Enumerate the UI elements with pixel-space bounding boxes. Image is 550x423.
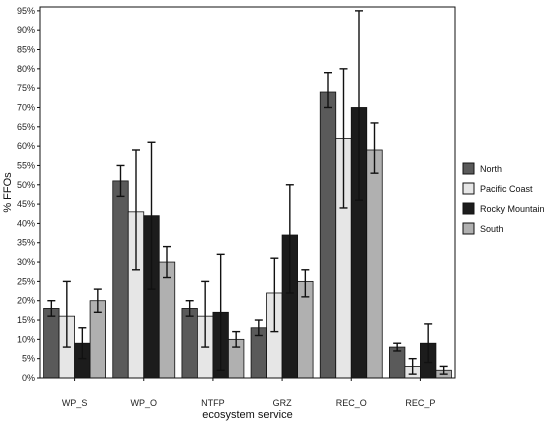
legend-label: Pacific Coast [480,184,533,194]
legend: North Pacific Coast Rocky Mountain South [462,162,545,235]
error-bars-layer [47,10,448,375]
y-axis-title: % FFOs [2,172,14,213]
x-tick-label: GRZ [273,398,293,408]
y-tick-label: 30% [17,257,35,267]
y-tick-label: 0% [22,373,35,383]
y-tick-label: 55% [17,160,35,170]
x-axis-title: ecosystem service [202,409,292,421]
bar [319,91,337,379]
y-tick-label: 65% [17,122,35,132]
y-tick-label: 80% [17,64,35,74]
y-tick-label: 50% [17,180,35,190]
y-tick-label: 20% [17,296,35,306]
y-tick-label: 90% [17,25,35,35]
y-tick-label: 40% [17,218,35,228]
y-tick-label: 85% [17,45,35,55]
bar [181,308,198,379]
y-tick-label: 70% [17,102,35,112]
y-tick-label: 75% [17,83,35,93]
bar [158,261,176,379]
bar [112,180,129,379]
bar [366,149,383,379]
x-tick-label: WP_S [62,398,88,408]
legend-label: South [480,224,504,234]
y-tick-label: 25% [17,276,35,286]
y-tick-label: 95% [17,6,35,16]
y-tick-label: 15% [17,315,35,325]
legend-label: North [480,164,502,174]
legend-swatch [462,202,475,215]
legend-swatch [462,162,475,175]
bars-layer [43,91,452,379]
legend-swatch [462,182,475,195]
bar [389,346,406,379]
x-tick-label: REC_P [405,398,435,408]
plot-panel-border [39,6,456,379]
x-tick-label: NTFP [201,398,225,408]
y-tick-label: 60% [17,141,35,151]
y-tick-label: 10% [17,334,35,344]
x-axis-ticks: WP_S WP_O NTFP GRZ REC_O REC_P [62,378,435,408]
y-tick-label: 45% [17,199,35,209]
y-tick-label: 35% [17,238,35,248]
legend-swatch [462,222,475,235]
bar [43,308,60,379]
y-tick-label: 5% [22,354,35,364]
x-tick-label: REC_O [336,398,367,408]
x-tick-label: WP_O [130,398,157,408]
y-axis-ticks: 0% 5% 10% 15% 20% 25% 30% 35% 40% 45% 50% 55% 60% 65%… [17,6,40,383]
legend-label: Rocky Mountain [480,204,545,214]
